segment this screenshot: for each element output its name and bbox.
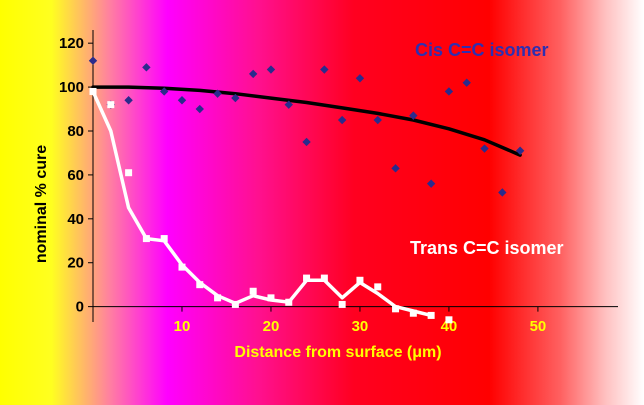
y-tick-label: 100 (59, 79, 84, 96)
trans-data-point (321, 275, 328, 282)
trans-data-point (214, 294, 221, 301)
trans-data-point (161, 235, 168, 242)
x-tick-label: 20 (263, 318, 280, 335)
y-axis-title: nominal % cure (33, 145, 50, 263)
y-tick-label: 20 (67, 255, 84, 272)
y-tick-label: 0 (76, 299, 84, 316)
trans-data-point (410, 310, 417, 317)
trans-data-point (303, 275, 310, 282)
y-tick-label: 60 (67, 167, 84, 184)
trans-data-point (339, 301, 346, 308)
cis-isomer-label: Cis C=C isomer (415, 40, 549, 60)
x-tick-label: 30 (352, 318, 369, 335)
x-axis-title: Distance from surface (μm) (234, 344, 441, 361)
x-tick-label: 50 (530, 318, 547, 335)
x-tick-label: 10 (174, 318, 191, 335)
trans-data-point (428, 312, 435, 319)
trans-data-point (445, 316, 452, 323)
trans-data-point (356, 277, 363, 284)
y-tick-label: 40 (67, 211, 84, 228)
trans-data-point (143, 235, 150, 242)
y-tick-label: 120 (59, 35, 84, 52)
trans-data-point (374, 283, 381, 290)
trans-data-point (125, 169, 132, 176)
trans-data-point (196, 281, 203, 288)
trans-data-point (392, 305, 399, 312)
y-tick-label: 80 (67, 123, 84, 140)
trans-data-point (178, 264, 185, 271)
trans-data-point (250, 288, 257, 295)
trans-data-point (267, 294, 274, 301)
trans-isomer-label: Trans C=C isomer (410, 238, 564, 258)
trans-data-point (232, 301, 239, 308)
trans-data-point (107, 101, 114, 108)
trans-data-point (90, 88, 97, 95)
trans-data-point (285, 299, 292, 306)
